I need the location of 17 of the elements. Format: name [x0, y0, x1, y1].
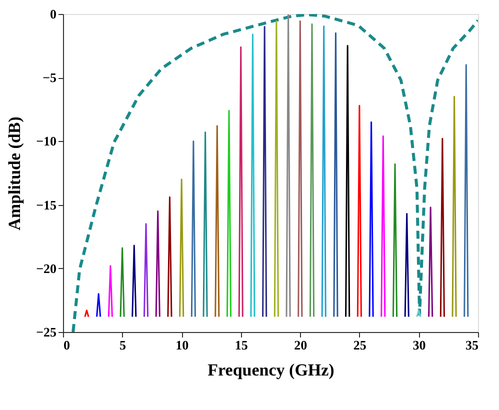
y-tick-label: −15 — [36, 197, 57, 212]
x-tick-label: 25 — [353, 338, 367, 352]
x-tick-label: 20 — [294, 338, 308, 352]
x-axis-title: Frequency (GHz) — [208, 360, 334, 380]
y-tick-label: −25 — [36, 324, 57, 340]
y-axis-title: Amplitude (dB) — [5, 116, 24, 230]
x-tick-label: 0 — [64, 338, 70, 352]
y-tick-label: −5 — [42, 70, 57, 86]
x-tick-label: 15 — [234, 338, 248, 352]
x-tick-label: 30 — [412, 338, 426, 352]
y-tick-label: −10 — [36, 134, 56, 149]
x-tick-label: 10 — [176, 338, 189, 352]
x-tick-label: 35 — [466, 338, 479, 352]
x-tick-label: 5 — [120, 338, 127, 352]
y-tick-label: −20 — [36, 260, 56, 276]
y-tick-label: 0 — [50, 6, 56, 22]
line-series — [72, 14, 478, 332]
